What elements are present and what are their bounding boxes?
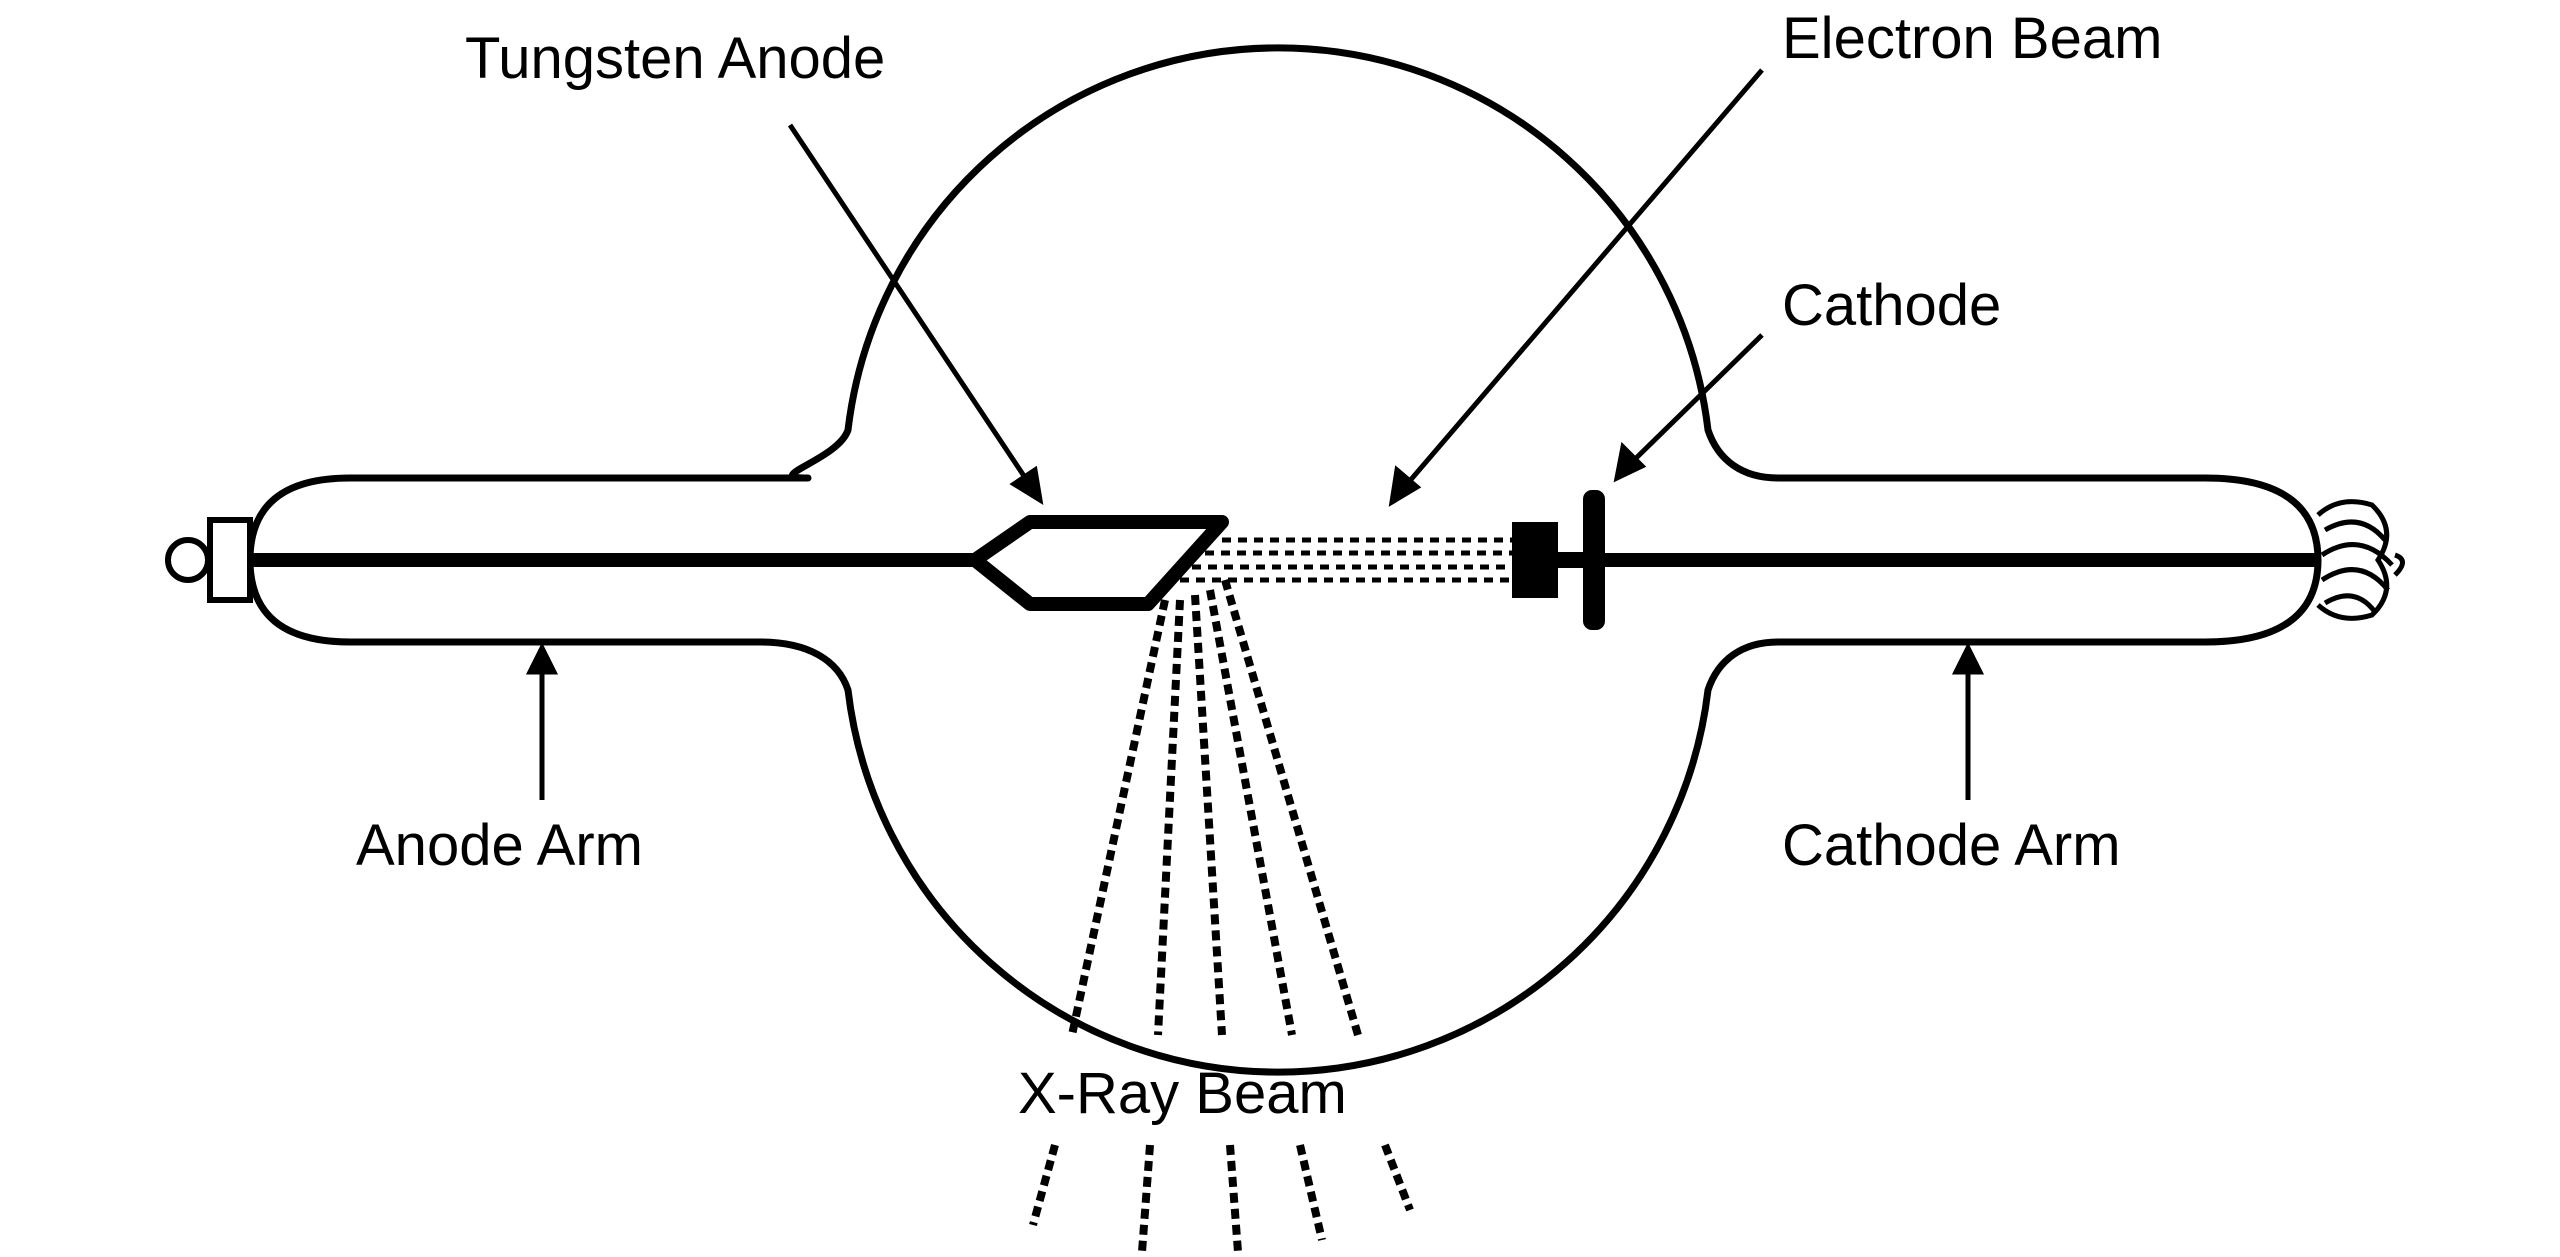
annotation-arrows xyxy=(525,68,1985,800)
label-xray-beam: X-Ray Beam xyxy=(1018,1061,1347,1126)
label-electron-beam: Electron Beam xyxy=(1782,6,2162,71)
cathode-end-coil xyxy=(2316,499,2405,621)
tungsten-anode-arrow xyxy=(787,123,1035,490)
anode-end-ring xyxy=(165,537,211,583)
label-tungsten-anode: Tungsten Anode xyxy=(465,26,885,91)
tungsten-anode-block xyxy=(968,515,1229,611)
anode-end-cap xyxy=(207,517,253,603)
label-anode-arm: Anode Arm xyxy=(356,813,643,878)
cathode-stem xyxy=(1555,552,1587,568)
electron-beam-arrow xyxy=(1400,68,1764,492)
xray-beam-fan xyxy=(1068,578,1362,1037)
cathode-cup xyxy=(1512,522,1558,598)
glass-envelope xyxy=(246,44,2322,1076)
cathode-arrow xyxy=(1626,333,1764,468)
label-cathode-arm: Cathode Arm xyxy=(1782,813,2121,878)
label-cathode: Cathode xyxy=(1782,273,2001,338)
cathode-plate xyxy=(1583,490,1605,630)
xray-beam-lower xyxy=(1029,1143,1414,1253)
electron-beam xyxy=(1180,537,1515,583)
